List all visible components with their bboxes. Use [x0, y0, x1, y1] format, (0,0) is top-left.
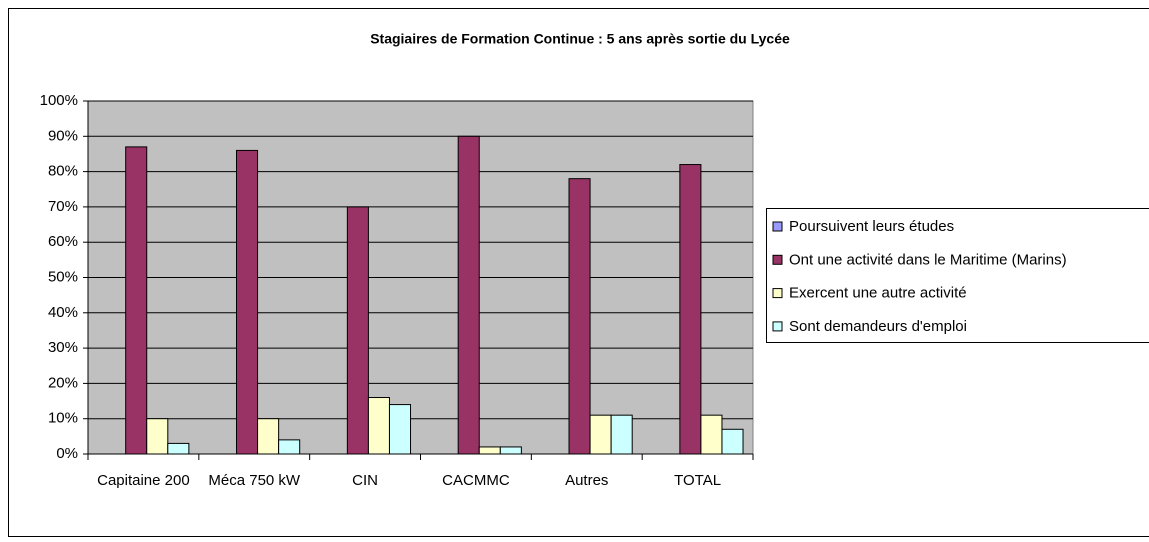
x-tick-label: Autres — [565, 472, 609, 489]
bar — [146, 418, 169, 455]
y-tick-label: 10% — [48, 410, 78, 427]
legend-label: Exercent une autre activité — [789, 285, 967, 302]
bar — [679, 164, 702, 455]
x-tick-label: CACMMC — [442, 472, 510, 489]
y-tick-label: 60% — [48, 233, 78, 250]
legend-label: Poursuivent leurs études — [789, 218, 954, 235]
y-tick-label: 70% — [48, 198, 78, 215]
bar — [278, 439, 301, 455]
legend-label: Ont une activité dans le Maritime (Marin… — [789, 251, 1067, 268]
legend-label: Sont demandeurs d'emploi — [789, 318, 967, 335]
legend-swatch — [772, 254, 783, 265]
bar — [568, 178, 591, 455]
bar — [167, 442, 190, 455]
x-tick-label: TOTAL — [674, 472, 722, 489]
y-tick-label: 20% — [48, 374, 78, 391]
bar — [457, 135, 480, 455]
y-tick-label: 100% — [40, 92, 78, 109]
y-tick-label: 90% — [48, 127, 78, 144]
x-tick-label: Capitaine 200 — [97, 472, 190, 489]
legend-swatch — [772, 288, 783, 299]
legend — [766, 208, 1149, 343]
bar — [367, 397, 390, 455]
legend-swatch — [772, 321, 783, 332]
bar — [478, 446, 501, 455]
bar — [589, 414, 612, 455]
x-tick-label: CIN — [352, 472, 378, 489]
bar — [499, 446, 522, 455]
bar — [610, 414, 633, 455]
bar — [125, 146, 148, 455]
y-tick-label: 50% — [48, 268, 78, 285]
bar — [346, 206, 369, 455]
chart-title: Stagiaires de Formation Continue : 5 ans… — [370, 31, 790, 47]
bar — [721, 428, 744, 455]
legend-swatch — [772, 221, 783, 232]
bar — [700, 414, 723, 455]
y-tick-label: 40% — [48, 304, 78, 321]
y-tick-label: 0% — [56, 445, 78, 462]
y-tick-label: 30% — [48, 339, 78, 356]
bar — [236, 149, 259, 455]
y-tick-label: 80% — [48, 163, 78, 180]
bar — [257, 418, 280, 455]
x-tick-label: Méca 750 kW — [208, 472, 301, 489]
bar — [388, 404, 412, 455]
